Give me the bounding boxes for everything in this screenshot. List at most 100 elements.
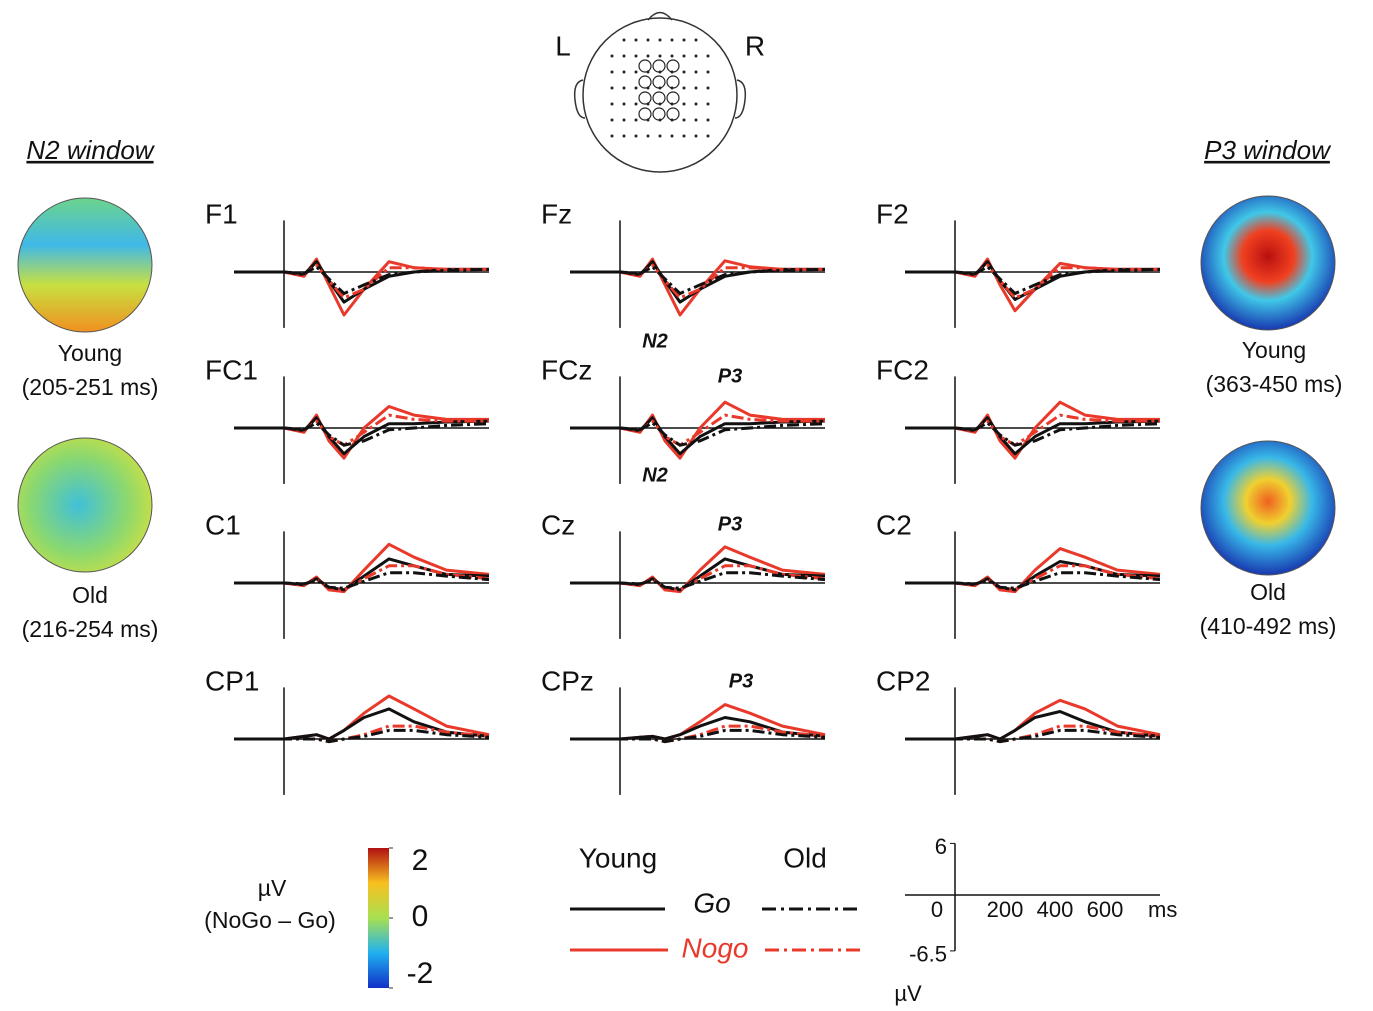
electrode — [658, 54, 662, 58]
component-label: N2 — [642, 330, 668, 352]
electrode-label: F1 — [205, 198, 238, 229]
electrode — [658, 38, 662, 42]
electrode — [694, 54, 698, 58]
waveform — [234, 571, 490, 590]
waveform — [234, 707, 490, 741]
electrode — [634, 102, 638, 106]
component-label: N2 — [642, 464, 668, 486]
electrode — [610, 70, 614, 74]
electrode — [706, 102, 710, 106]
electrode — [706, 118, 710, 122]
x-tick-label: 200 — [987, 897, 1024, 922]
electrode — [622, 70, 626, 74]
electrode — [634, 86, 638, 90]
map-window: (216-254 ms) — [22, 616, 159, 642]
electrode-label: C2 — [876, 509, 912, 540]
waveform — [570, 571, 826, 590]
electrode-ring — [638, 91, 652, 105]
map-group: Old — [72, 582, 108, 608]
component-label: P3 — [729, 670, 753, 692]
electrode-dots — [610, 38, 710, 138]
component-label: P3 — [718, 365, 742, 387]
map-group: Young — [1242, 337, 1306, 363]
component-label: P3 — [718, 513, 742, 535]
x-tick-label: 0 — [931, 897, 943, 922]
waveform — [905, 571, 1161, 590]
electrode — [610, 86, 614, 90]
legend-old: Old — [783, 842, 827, 873]
colorbar-tick-label: -2 — [407, 957, 434, 990]
right-label: R — [745, 30, 765, 61]
y-tick-label: 6 — [935, 834, 947, 859]
electrode — [646, 54, 650, 58]
waveform — [234, 260, 489, 304]
map-window: (363-450 ms) — [1206, 371, 1343, 397]
waveform — [905, 560, 1161, 592]
electrode — [646, 134, 650, 138]
map-group: Old — [1250, 579, 1286, 605]
waveform — [570, 260, 825, 304]
electrode-ring — [652, 107, 666, 121]
electrode-label: CP1 — [205, 665, 259, 696]
waveform — [905, 421, 1161, 447]
legend-young: Young — [579, 842, 657, 873]
waveform — [570, 545, 826, 594]
colorbar — [368, 848, 389, 988]
electrode — [694, 38, 698, 42]
colorbar-label: (NoGo – Go) — [204, 907, 336, 933]
electrode — [694, 102, 698, 106]
electrode-ring — [652, 75, 666, 89]
electrode — [622, 38, 626, 42]
electrode — [706, 70, 710, 74]
electrode — [646, 38, 650, 42]
electrode — [694, 118, 698, 122]
n2-window-title: N2 window — [26, 135, 155, 165]
electrode — [622, 86, 626, 90]
waveform — [905, 400, 1160, 460]
electrode — [622, 118, 626, 122]
electrode-ring — [638, 75, 652, 89]
electrode — [694, 86, 698, 90]
electrode — [694, 134, 698, 138]
electrode — [610, 118, 614, 122]
electrode-label: Cz — [541, 509, 575, 540]
electrode — [694, 70, 698, 74]
electrode-ring — [652, 91, 666, 105]
panels: F1 Fz N2 F2 FC1 FCz P3 N2 FC2 C1 Cz P3 C2 CP1 CPz P3 CP2 — [205, 198, 1161, 795]
electrode — [682, 102, 686, 106]
waveform — [234, 416, 490, 456]
electrode — [634, 54, 638, 58]
waveform — [905, 547, 1161, 594]
map-window: (410-492 ms) — [1200, 613, 1337, 639]
electrode-label: CPz — [541, 665, 594, 696]
left-label: L — [555, 30, 571, 61]
electrode-label: FCz — [541, 354, 592, 385]
y-unit: µV — [894, 981, 922, 1006]
electrode — [622, 54, 626, 58]
electrode-ring — [652, 59, 666, 73]
electrode-ring — [666, 59, 680, 73]
electrode — [706, 86, 710, 90]
waveform — [905, 265, 1161, 295]
waveform — [570, 728, 826, 744]
waveform — [570, 265, 826, 295]
electrode — [706, 134, 710, 138]
map-group: Young — [58, 340, 122, 366]
topomap — [1200, 195, 1336, 331]
electrode — [682, 54, 686, 58]
electrode-label: F2 — [876, 198, 909, 229]
scale-bar: 6 -6.5 0 200 400 600 ms µV — [894, 834, 1177, 1006]
head-diagram — [573, 11, 747, 173]
electrode-ring — [666, 107, 680, 121]
electrode — [610, 102, 614, 106]
electrode — [670, 54, 674, 58]
electrode — [634, 118, 638, 122]
electrode — [658, 134, 662, 138]
electrode — [670, 134, 674, 138]
colorbar-tick-label: 0 — [412, 900, 429, 933]
waveform — [905, 416, 1161, 456]
waveform — [234, 421, 490, 447]
electrode-ring — [666, 91, 680, 105]
topomap — [17, 437, 153, 573]
electrode — [634, 38, 638, 42]
